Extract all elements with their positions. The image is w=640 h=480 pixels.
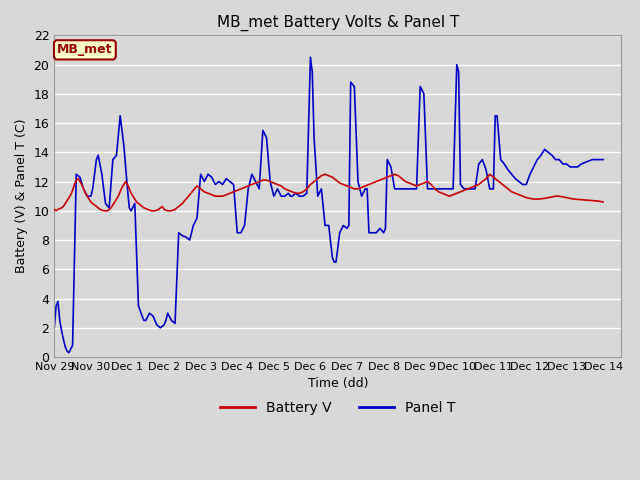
Legend: Battery V, Panel T: Battery V, Panel T [214, 396, 461, 421]
X-axis label: Time (dd): Time (dd) [308, 377, 368, 390]
Text: MB_met: MB_met [57, 43, 113, 56]
Y-axis label: Battery (V) & Panel T (C): Battery (V) & Panel T (C) [15, 119, 28, 274]
Title: MB_met Battery Volts & Panel T: MB_met Battery Volts & Panel T [217, 15, 459, 31]
